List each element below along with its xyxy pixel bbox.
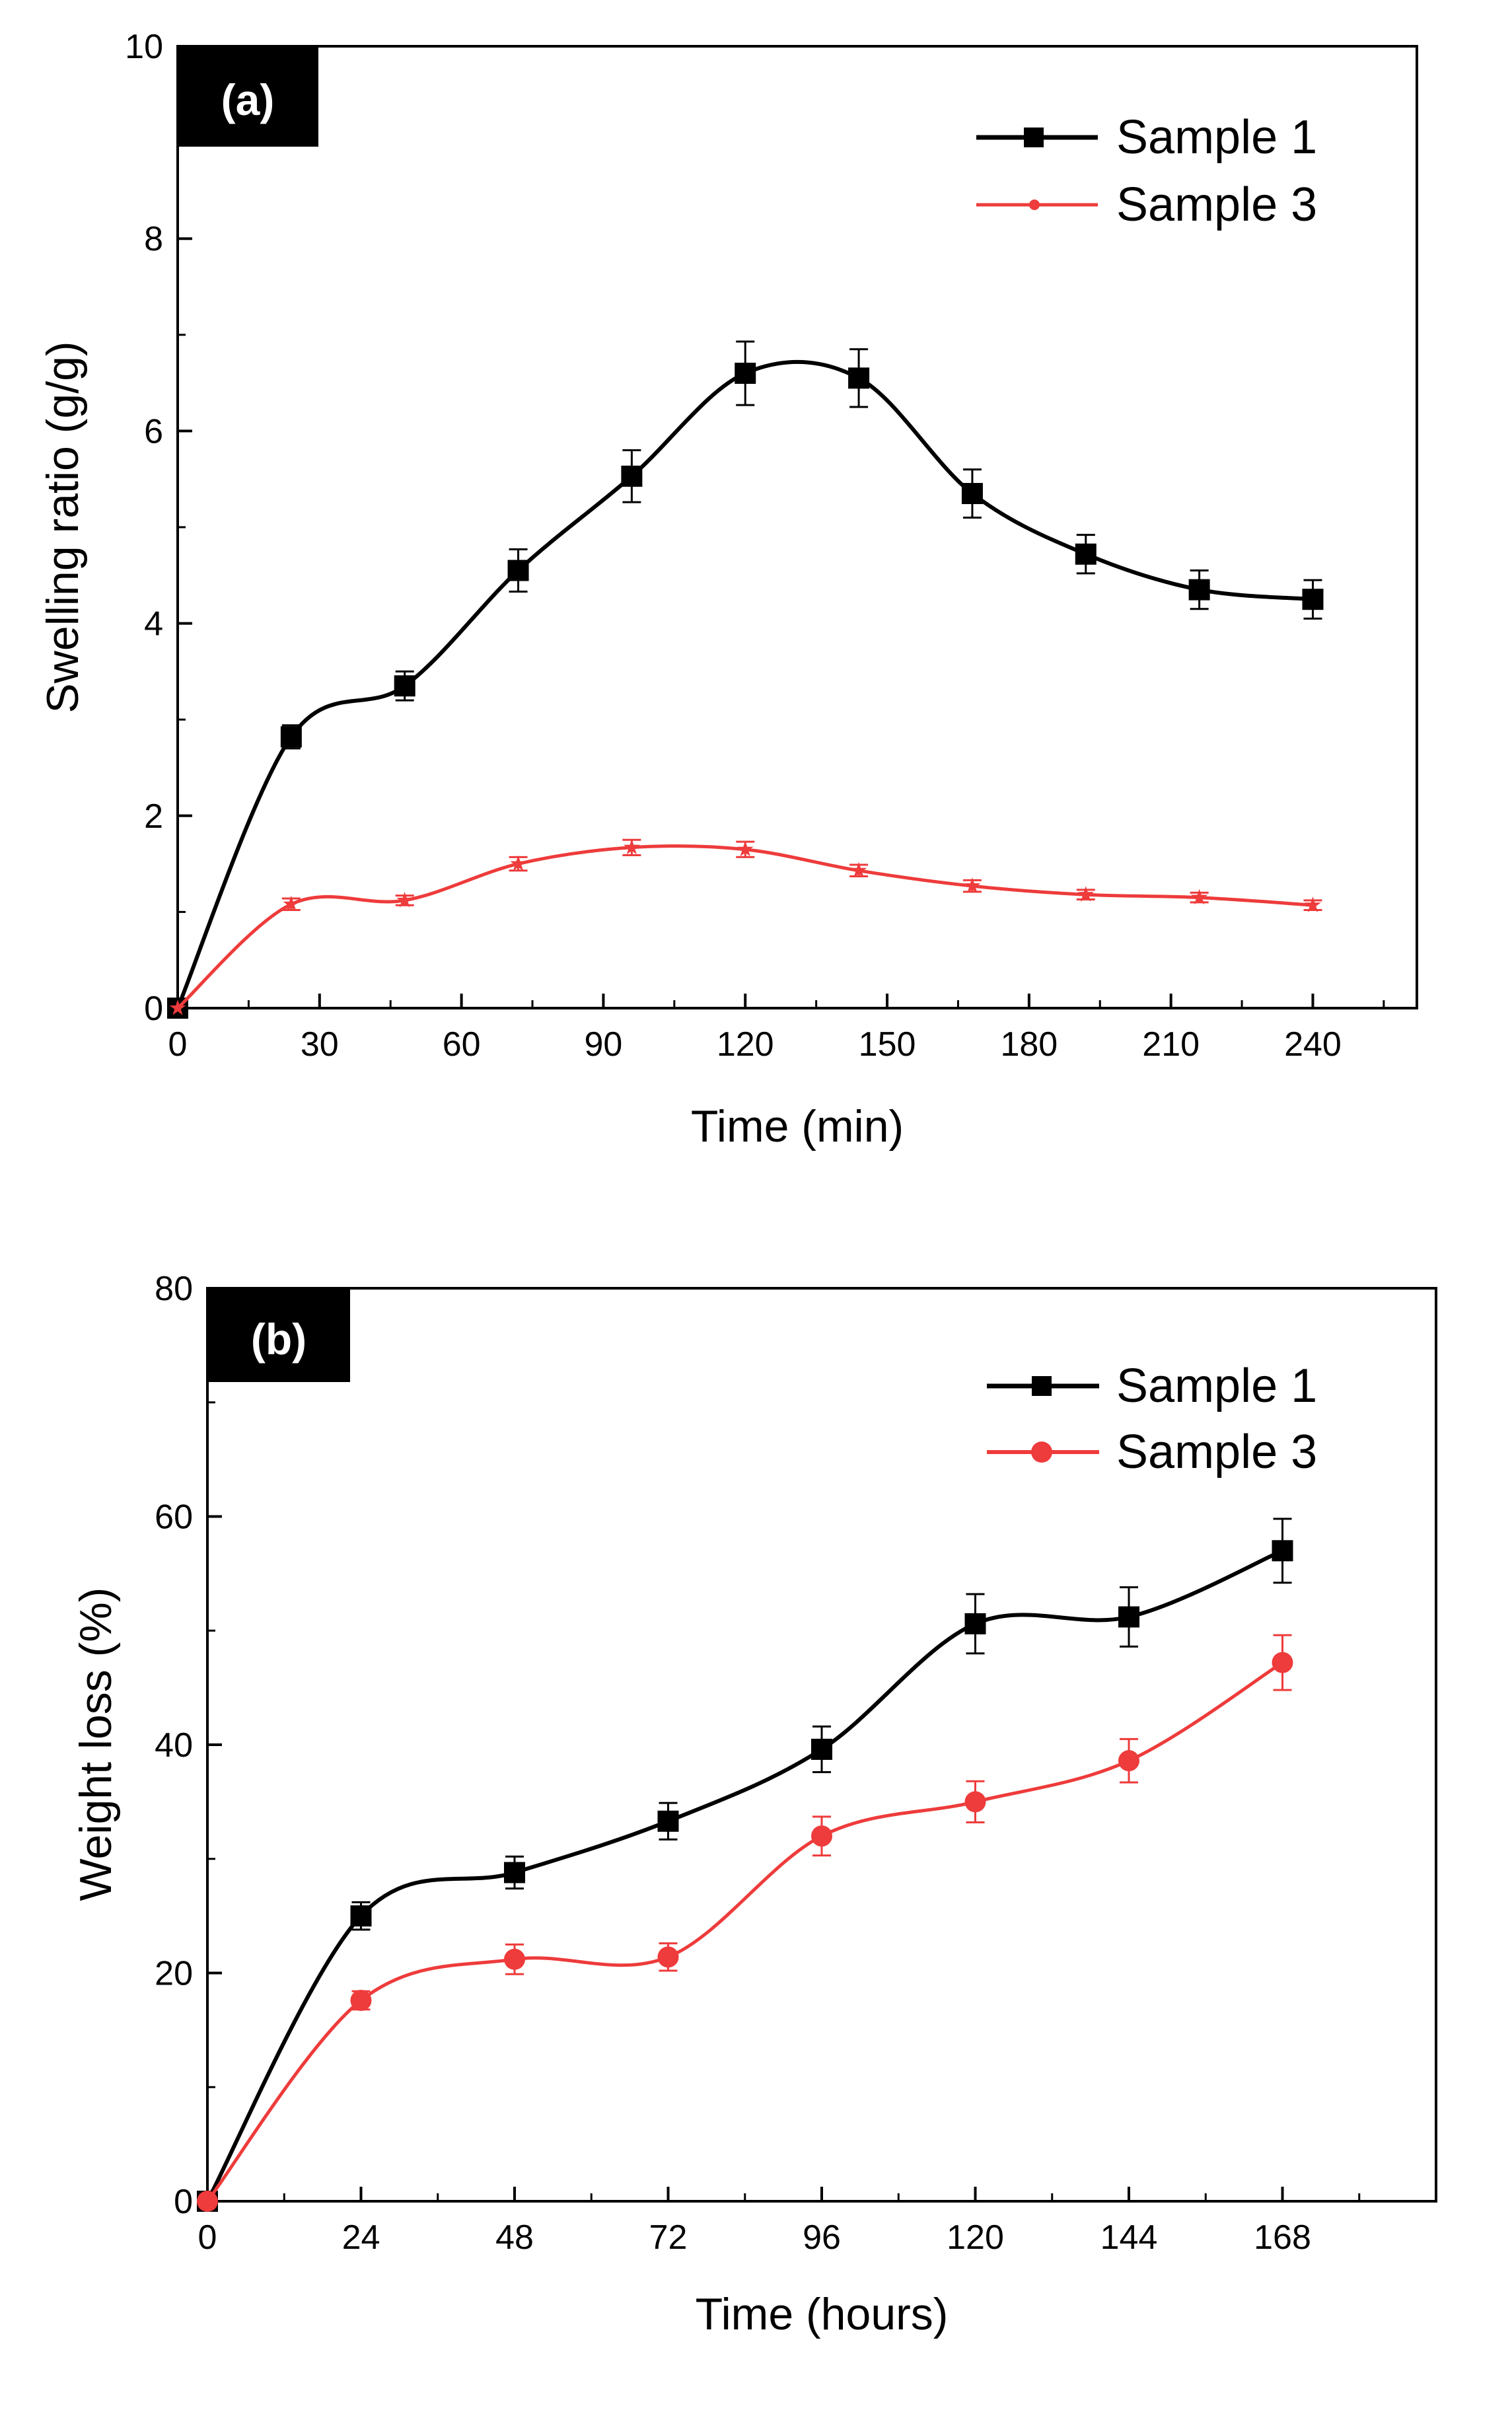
data-point — [169, 1000, 186, 1015]
series-sample-3 — [169, 838, 1322, 1015]
legend-marker-sample-1 — [1032, 1376, 1052, 1396]
data-point — [510, 855, 526, 871]
data-point — [1075, 543, 1097, 565]
series-sample-1 — [197, 1517, 1293, 2212]
panel-a-label-box — [178, 48, 318, 147]
data-point — [1302, 589, 1324, 610]
x-tick-label: 24 — [342, 2218, 380, 2257]
y-tick-label: 6 — [144, 412, 163, 451]
series-line-sample-1 — [176, 359, 1313, 1009]
legend-label-sample-1: Sample 1 — [1116, 111, 1317, 164]
data-point — [1188, 579, 1210, 601]
panel-a-series — [167, 340, 1324, 1019]
data-point — [657, 1810, 679, 1832]
data-point — [396, 891, 414, 908]
x-tick-label: 0 — [198, 2218, 217, 2257]
legend-label-sample-3: Sample 3 — [1116, 178, 1317, 231]
x-tick-label: 30 — [301, 1025, 339, 1064]
data-point — [350, 1989, 372, 2011]
legend-marker-sample-3 — [1029, 200, 1040, 210]
data-point — [657, 1946, 679, 1968]
data-point — [964, 877, 981, 893]
y-tick-label: 20 — [155, 1955, 193, 1993]
y-tick-label: 2 — [144, 797, 163, 836]
data-point — [1077, 886, 1095, 902]
x-tick-label: 168 — [1254, 2218, 1311, 2257]
y-tick-label: 8 — [144, 220, 163, 258]
panel-a-label: (a) — [221, 75, 275, 124]
panel-a-x-axis-label: Time (min) — [691, 1101, 904, 1151]
data-point — [811, 1825, 832, 1847]
data-point — [504, 1862, 525, 1883]
x-tick-label: 144 — [1100, 2218, 1158, 2257]
data-point — [1191, 889, 1207, 905]
x-tick-label: 90 — [585, 1025, 623, 1064]
panel-b-y-axis-label: Weight loss (%) — [71, 1588, 121, 1901]
data-point — [961, 483, 983, 505]
panel-b: 0 24 48 72 96 120 144 168 0 20 40 60 80 (b) Time (ho… — [71, 1270, 1437, 2339]
data-point — [1272, 1652, 1293, 1673]
data-point — [850, 861, 867, 878]
x-tick-label: 180 — [1000, 1025, 1058, 1064]
panel-a: 0 30 60 90 120 150 180 210 240 0 2 4 6 8 10 (a) Time (… — [38, 28, 1418, 1151]
series-sample-3 — [197, 1634, 1293, 2212]
panel-b-legend: Sample 1 Sample 3 — [987, 1360, 1317, 1479]
data-point — [1118, 1606, 1139, 1628]
legend-label-sample-1: Sample 1 — [1116, 1360, 1317, 1412]
y-tick-label: 0 — [144, 990, 163, 1028]
y-tick-label: 4 — [144, 605, 163, 643]
y-tick-label: 60 — [155, 1498, 193, 1537]
x-tick-label: 120 — [947, 2218, 1004, 2257]
panel-b-series — [197, 1517, 1293, 2212]
data-point — [1118, 1750, 1139, 1772]
data-point — [280, 726, 302, 748]
x-tick-label: 150 — [859, 1025, 916, 1064]
x-tick-label: 72 — [649, 2218, 688, 2257]
x-tick-label: 120 — [717, 1025, 774, 1064]
panel-a-legend: Sample 1 Sample 3 — [976, 111, 1317, 231]
y-tick-label: 40 — [155, 1726, 193, 1765]
data-point — [504, 1948, 525, 1970]
data-point — [624, 838, 640, 855]
data-point — [394, 675, 415, 697]
y-tick-label: 10 — [125, 28, 163, 66]
x-tick-label: 60 — [443, 1025, 481, 1064]
series-sample-1 — [167, 340, 1324, 1019]
panel-b-label-box — [207, 1290, 350, 1382]
panel-b-x-axis-label: Time (hours) — [696, 2289, 949, 2339]
x-tick-label: 240 — [1284, 1025, 1342, 1064]
data-point — [350, 1905, 372, 1927]
y-tick-label: 0 — [174, 2183, 193, 2221]
data-point — [1272, 1540, 1293, 1562]
data-point — [737, 840, 754, 857]
data-point — [848, 367, 870, 389]
data-point — [1305, 896, 1321, 912]
y-tick-label: 80 — [155, 1270, 193, 1308]
legend-marker-sample-3 — [1031, 1442, 1052, 1463]
data-point — [964, 1791, 986, 1813]
x-tick-label: 48 — [495, 2218, 534, 2257]
data-point — [811, 1738, 832, 1760]
panel-a-y-axis-label: Swelling ratio (g/g) — [38, 341, 88, 713]
data-point — [507, 560, 529, 581]
legend-label-sample-3: Sample 3 — [1116, 1426, 1317, 1479]
data-point — [283, 895, 300, 912]
x-tick-label: 0 — [168, 1025, 188, 1064]
data-point — [621, 465, 643, 487]
data-point — [735, 363, 756, 384]
legend-marker-sample-1 — [1024, 128, 1044, 147]
panel-b-label: (b) — [251, 1315, 306, 1364]
data-point — [964, 1613, 986, 1634]
panel-a-axes: 0 30 60 90 120 150 180 210 240 0 2 4 6 8 10 — [125, 28, 1385, 1064]
x-tick-label: 96 — [803, 2218, 841, 2257]
data-point — [197, 2191, 218, 2212]
x-tick-label: 210 — [1142, 1025, 1200, 1064]
panel-b-axes: 0 24 48 72 96 120 144 168 0 20 40 60 80 — [155, 1270, 1361, 2257]
